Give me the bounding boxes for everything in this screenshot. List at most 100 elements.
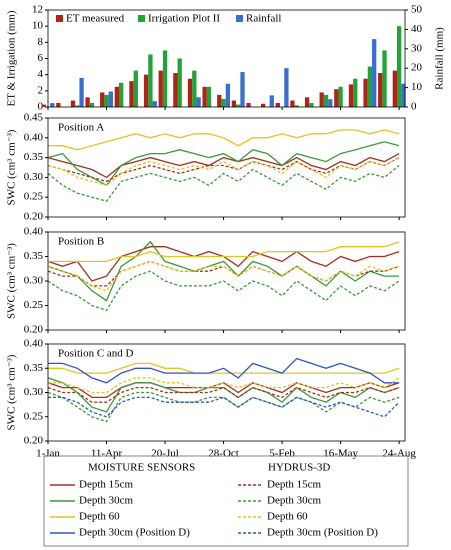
y-tick-label: 12 (32, 4, 43, 16)
y-tick-label: 10 (32, 20, 44, 32)
bar (41, 104, 46, 107)
y-axis-label: ET & Irrigation (mm) (6, 10, 18, 106)
y-tick-label: 6 (38, 52, 44, 64)
y-tick-label: 0.20 (24, 211, 44, 223)
bar (100, 92, 105, 107)
y-tick-label: 0.40 (24, 131, 44, 143)
bar (85, 97, 90, 107)
series-line (47, 260, 400, 287)
y-tick-label: 2 (38, 84, 44, 96)
y-tick-label: 0.30 (24, 386, 44, 398)
legend-heading: HYDRUS-3D (268, 462, 330, 474)
legend-label: ET measured (66, 13, 125, 25)
series-line (48, 357, 400, 384)
y-tick-label: 0.45 (24, 112, 44, 124)
y-tick-label: 0.20 (24, 324, 44, 336)
bar (382, 50, 387, 107)
bar (89, 102, 95, 107)
bar (236, 104, 241, 107)
panel-annotation: Position C and D (58, 348, 134, 360)
y-tick-label: 0.35 (24, 250, 44, 262)
bar (328, 99, 333, 107)
bar (173, 73, 178, 107)
x-tick-label: 24-Aug (382, 448, 416, 460)
y2-axis-label: Rainfall (mm) (434, 27, 446, 90)
bar (240, 72, 245, 107)
bar (177, 58, 182, 107)
plot-frame (47, 9, 406, 108)
bar (75, 105, 80, 107)
series-line (47, 391, 400, 423)
series-line (48, 129, 400, 151)
y-tick-label: 0.25 (24, 410, 44, 422)
bar (275, 102, 280, 107)
legend-label: Depth 60 (267, 511, 308, 523)
bar (372, 39, 377, 107)
legend-swatch (236, 15, 243, 22)
bar (363, 78, 368, 107)
y-tick-label: 0.25 (24, 299, 44, 311)
legend-box (43, 455, 409, 547)
bar (290, 100, 295, 107)
bar (158, 70, 163, 107)
y-tick-label: 0.30 (24, 171, 44, 183)
bar (396, 26, 402, 108)
y-tick-label: 0.40 (24, 226, 44, 238)
bar (79, 77, 84, 107)
plot-frame (47, 231, 406, 331)
bar (133, 70, 138, 107)
series-line (48, 396, 400, 418)
series-line (47, 377, 400, 413)
legend-label: Depth 30cm (79, 495, 134, 507)
y2-tick-label: 0 (411, 101, 417, 113)
y-tick-label: 0.30 (24, 275, 44, 287)
x-tick-label: 28-Oct (208, 448, 239, 460)
bar (56, 102, 61, 107)
y-tick-label: 0 (38, 101, 44, 113)
bar (217, 94, 222, 107)
legend-label: Depth 30cm (267, 495, 322, 507)
y-tick-label: 0.35 (24, 151, 44, 163)
bar (152, 101, 157, 107)
series-line (47, 270, 400, 312)
bar (50, 103, 55, 107)
bar (187, 78, 193, 107)
bar (261, 103, 266, 107)
series-line (48, 377, 400, 394)
bar (143, 74, 149, 107)
x-tick-label: 20-Jul (151, 448, 179, 460)
bar (231, 100, 237, 107)
y-axis-label: SWC (cm³ cm⁻³) (6, 354, 18, 430)
bar (129, 81, 134, 107)
plot-frame (47, 117, 406, 218)
bar (284, 68, 289, 107)
bar (70, 100, 76, 107)
y-tick-label: 0.40 (24, 338, 44, 350)
bar (148, 54, 153, 107)
bar (353, 78, 358, 107)
bar (206, 86, 212, 107)
bar (319, 92, 324, 107)
legend-label: Depth 15cm (79, 479, 134, 491)
bar (119, 82, 124, 107)
series-line (47, 240, 400, 302)
bar (367, 66, 373, 107)
panel-annotation: Position A (58, 122, 104, 134)
series-line (47, 164, 400, 202)
y2-tick-label: 10 (411, 81, 423, 93)
bar (309, 102, 314, 107)
bar (192, 70, 197, 107)
y2-tick-label: 50 (411, 4, 423, 16)
bar (104, 94, 109, 107)
bar (323, 94, 329, 107)
bar (221, 98, 226, 107)
legend-label: Irrigation Plot II (148, 13, 220, 25)
bar (269, 95, 274, 107)
legend-label: Rainfall (246, 13, 281, 25)
y2-tick-label: 20 (411, 62, 423, 74)
bar (338, 86, 343, 107)
bar (348, 84, 354, 107)
bar (162, 50, 168, 107)
plot-frame (47, 343, 406, 442)
